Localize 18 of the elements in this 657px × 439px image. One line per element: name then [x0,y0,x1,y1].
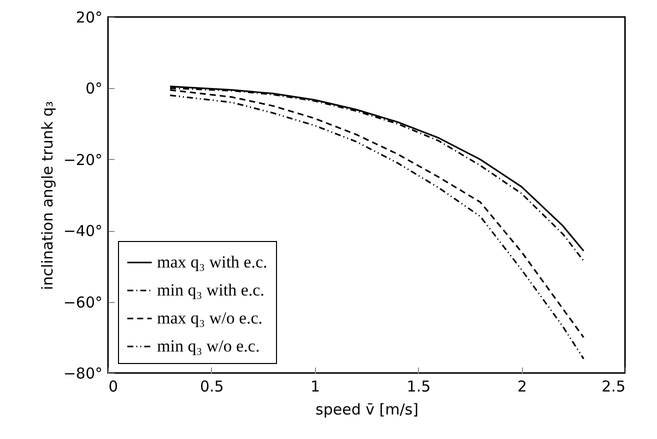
y-tick-label: 20° [76,8,102,26]
x-tick-label: 0.5 [200,378,224,396]
legend-label: min q₃ w/o e.c. [157,336,260,356]
x-tick-label: 2.5 [602,378,626,396]
x-tick-label: 1 [310,378,320,396]
y-tick-label: −20° [63,150,102,169]
x-tick-label: 2 [517,378,527,396]
legend-label: max q₃ w/o e.c. [157,308,263,328]
y-tick-label: 0° [85,80,102,98]
x-axis-title: speed v̄ [m/s] [316,400,418,418]
legend-label: min q₃ with e.c. [157,280,264,300]
x-tick-label: 0 [108,378,118,396]
y-tick-label: −40° [63,222,102,240]
y-axis-title: inclination angle trunk q₃ [38,101,56,290]
legend-label: max q₃ with e.c. [157,252,268,272]
y-tick-label: −80° [63,364,102,382]
y-tick-label: −60° [63,293,102,312]
x-tick-label: 1.5 [406,378,431,396]
